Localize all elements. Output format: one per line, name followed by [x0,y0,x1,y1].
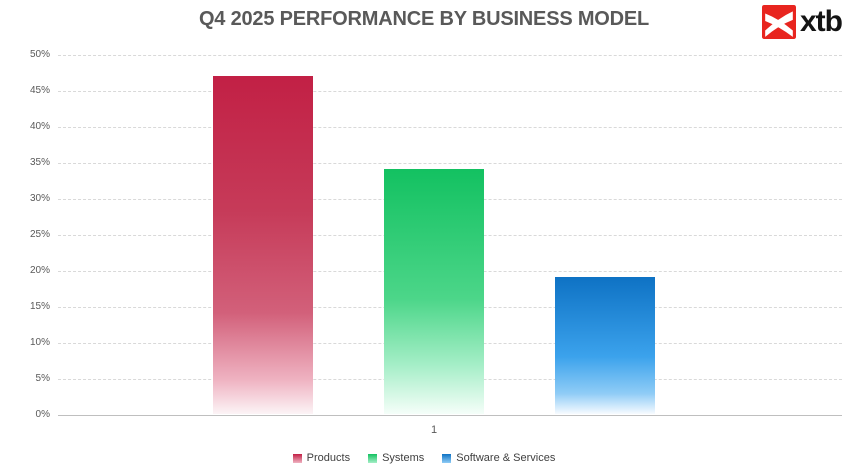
y-axis-tick-label: 35% [29,157,50,168]
y-axis-tick-label: 15% [29,301,50,312]
legend-item-products: Products [292,452,351,464]
y-axis-tick-label: 0% [35,409,50,420]
xtb-logo-text: xtb [800,5,843,38]
legend-label: Products [306,452,351,464]
gridline [58,163,842,164]
bar-software-services [555,277,655,414]
x-axis-category-label: 1 [430,424,438,436]
y-axis-tick-label: 45% [29,85,50,96]
y-axis-tick-label: 25% [29,229,50,240]
bar-systems [384,169,484,414]
xtb-logo: xtb [762,5,843,39]
legend-swatch-products [292,453,302,463]
gridline [58,127,842,128]
legend-label: Systems [382,452,425,464]
y-axis-tick-label: 5% [35,373,50,384]
legend-item-systems: Systems [368,452,424,464]
y-axis-tick-label: 40% [29,121,50,132]
legend: Products Systems Software & Services [0,452,848,464]
x-axis-line [58,415,842,416]
legend-swatch-software-services [442,453,452,463]
legend-item-software-services: Software & Services [442,452,555,464]
xtb-logo-icon [762,5,796,39]
y-axis-tick-label: 10% [29,337,50,348]
legend-label: Software & Services [456,452,556,464]
y-axis-tick-label: 30% [29,193,50,204]
gridline [58,91,842,92]
gridline [58,55,842,56]
chart-title: Q4 2025 PERFORMANCE BY BUSINESS MODEL [198,8,650,30]
legend-swatch-systems [368,453,378,463]
y-axis-tick-label: 20% [29,265,50,276]
bar-products [213,75,313,414]
y-axis-tick-label: 50% [29,49,50,60]
plot-area: 0% 5% 10% 15% 20% 25% 30% 35% 40% 45% 50% 1 [30,49,842,436]
